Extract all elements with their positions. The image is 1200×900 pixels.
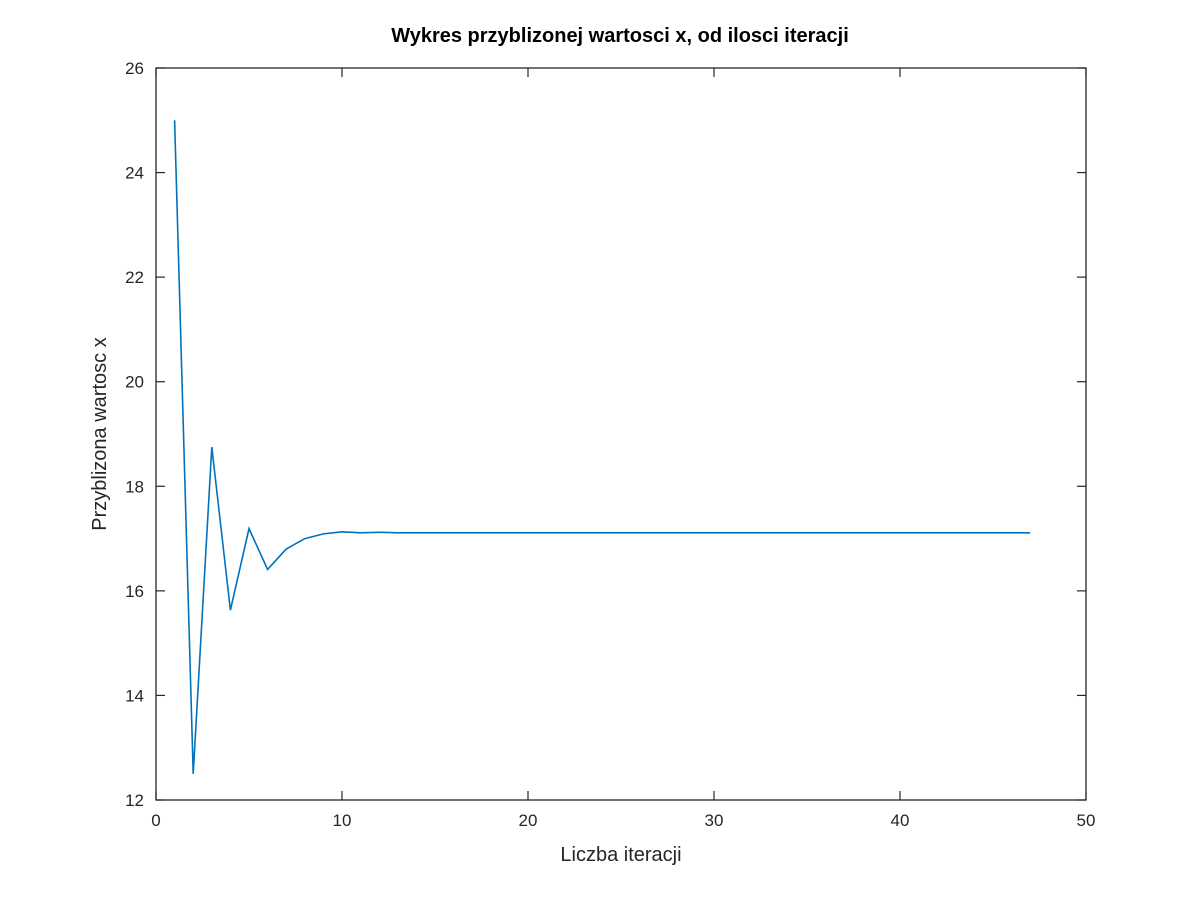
y-axis-label: Przyblizona wartosc x (89, 337, 111, 530)
x-tick-label: 30 (705, 811, 724, 830)
plot-area (156, 68, 1086, 800)
y-tick-label: 18 (125, 477, 144, 496)
chart-title: Wykres przyblizonej wartosci x, od ilosc… (391, 25, 849, 47)
y-tick-label: 12 (125, 791, 144, 810)
plot-frame (155, 67, 1087, 801)
series-group (173, 120, 1031, 774)
y-tick-label: 20 (125, 373, 144, 392)
x-tick-label: 20 (519, 811, 538, 830)
tick-labels: 0 10 20 30 40 50 12 14 16 18 20 22 24 26 (125, 59, 1095, 830)
x-tick-label: 40 (891, 811, 910, 830)
y-tick-label: 24 (125, 164, 144, 183)
x-tick-label: 10 (333, 811, 352, 830)
x-axis-label: Liczba iteracji (560, 844, 681, 866)
x-tick-label: 0 (151, 811, 160, 830)
x-tick-label: 50 (1077, 811, 1096, 830)
y-tick-label: 14 (125, 686, 144, 705)
y-tick-label: 26 (125, 59, 144, 78)
y-tick-label: 16 (125, 582, 144, 601)
series-line-0 (173, 120, 1031, 774)
y-tick-label: 22 (125, 268, 144, 287)
